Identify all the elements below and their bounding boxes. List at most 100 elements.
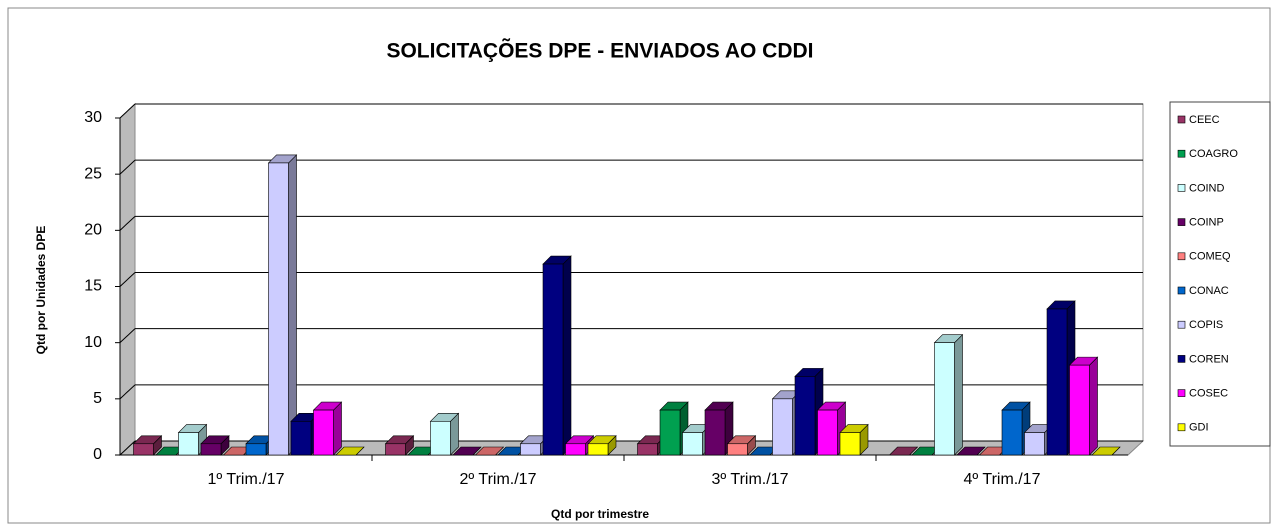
legend-label: COINP (1189, 217, 1224, 229)
bar-side (288, 154, 297, 456)
bar-front (659, 409, 681, 456)
bar (1068, 356, 1099, 456)
bar-front (565, 443, 586, 456)
bar-front (704, 409, 726, 456)
legend-swatch (1177, 218, 1186, 226)
legend-box (1169, 101, 1271, 447)
bar-side (333, 401, 342, 456)
legend-swatch (1177, 355, 1186, 363)
y-tick-label: 5 (93, 390, 102, 407)
legend-label: CEEC (1189, 114, 1220, 126)
y-tick-label: 10 (84, 334, 102, 351)
bar (132, 435, 163, 456)
bar-side (1089, 356, 1098, 456)
bar-front (200, 443, 222, 456)
chart-title: SOLICITAÇÕES DPE - ENVIADOS AO CDDI (386, 39, 813, 63)
grid-line-side (119, 440, 136, 456)
bar (726, 435, 757, 456)
bar-front (1046, 308, 1068, 456)
x-tick-label: 2º Trim./17 (460, 471, 537, 488)
bar-front (520, 443, 541, 456)
bar-front (1001, 409, 1023, 456)
legend-label: GDI (1189, 422, 1209, 434)
bar-top (1091, 446, 1121, 456)
bar-top (888, 446, 919, 456)
legend-label: COAGRO (1189, 148, 1238, 160)
bar-side (562, 255, 572, 456)
legend-swatch (1177, 115, 1186, 124)
bar-front (385, 443, 406, 456)
bar (587, 435, 617, 456)
bar-top (474, 446, 505, 456)
legend-swatch (1177, 252, 1186, 261)
bar (542, 255, 572, 456)
bar-front (934, 342, 955, 456)
legend-swatch (1177, 320, 1186, 329)
y-tick-label: 20 (84, 222, 102, 239)
y-tick-label: 15 (84, 278, 102, 295)
y-tick-label: 0 (93, 446, 102, 463)
bar-top (452, 446, 482, 456)
y-tick-label: 30 (84, 109, 102, 126)
bar-front (178, 432, 199, 456)
legend-swatch (1177, 184, 1186, 192)
grid-line-side (119, 103, 136, 119)
legend-label: COPIS (1189, 319, 1223, 331)
bar-front (313, 409, 334, 456)
bar-front (794, 376, 816, 456)
legend-swatch (1177, 389, 1186, 397)
legend-label: COREN (1189, 353, 1229, 365)
bar-front (133, 443, 154, 456)
bar (888, 446, 919, 456)
bar-front (290, 420, 312, 456)
legend-swatch (1177, 149, 1186, 158)
bar (384, 435, 415, 456)
y-tick-label: 25 (84, 165, 102, 182)
y-axis-label: Qtd por Unidades DPE (34, 226, 48, 355)
bar (452, 446, 482, 456)
grid-line-side (119, 384, 136, 400)
bar (956, 446, 986, 456)
bar-front (587, 443, 609, 456)
grid-line-side (119, 272, 136, 287)
bar (335, 446, 365, 456)
bar-top (335, 446, 365, 456)
bar (704, 401, 734, 456)
legend-label: COMEQ (1189, 251, 1231, 263)
bar-front (682, 432, 703, 456)
bar-front (268, 162, 289, 456)
bar (200, 435, 230, 456)
bar (312, 401, 343, 456)
bar (839, 423, 869, 456)
legend-swatch (1177, 286, 1186, 295)
grid-line-side (119, 328, 136, 344)
bar-side (954, 333, 963, 456)
bar-front (1069, 364, 1090, 456)
x-tick-label: 3º Trim./17 (712, 471, 789, 488)
bar (933, 333, 964, 456)
bar-front (542, 263, 564, 456)
bar-front (817, 409, 838, 456)
bar-front (637, 443, 658, 456)
legend-swatch (1177, 423, 1186, 432)
x-axis-label: Qtd por trimestre (551, 507, 649, 521)
bar-front (1024, 432, 1045, 456)
legend-label: CONAC (1189, 285, 1229, 297)
bar-front (245, 443, 267, 456)
bar (1091, 446, 1121, 456)
x-tick-label: 1º Trim./17 (208, 471, 285, 488)
grid-line-side (119, 159, 136, 175)
grid-line-side (119, 215, 136, 231)
legend-label: COSEC (1189, 388, 1228, 400)
bar-front (430, 420, 451, 456)
bar-front (727, 443, 748, 456)
bar (267, 154, 298, 456)
bar (474, 446, 505, 456)
bar-front (839, 432, 861, 456)
legend-label: COIND (1189, 182, 1225, 194)
x-tick-label: 4º Trim./17 (964, 471, 1041, 488)
bar-front (772, 398, 793, 456)
bar (429, 412, 460, 456)
bar (1001, 401, 1031, 456)
